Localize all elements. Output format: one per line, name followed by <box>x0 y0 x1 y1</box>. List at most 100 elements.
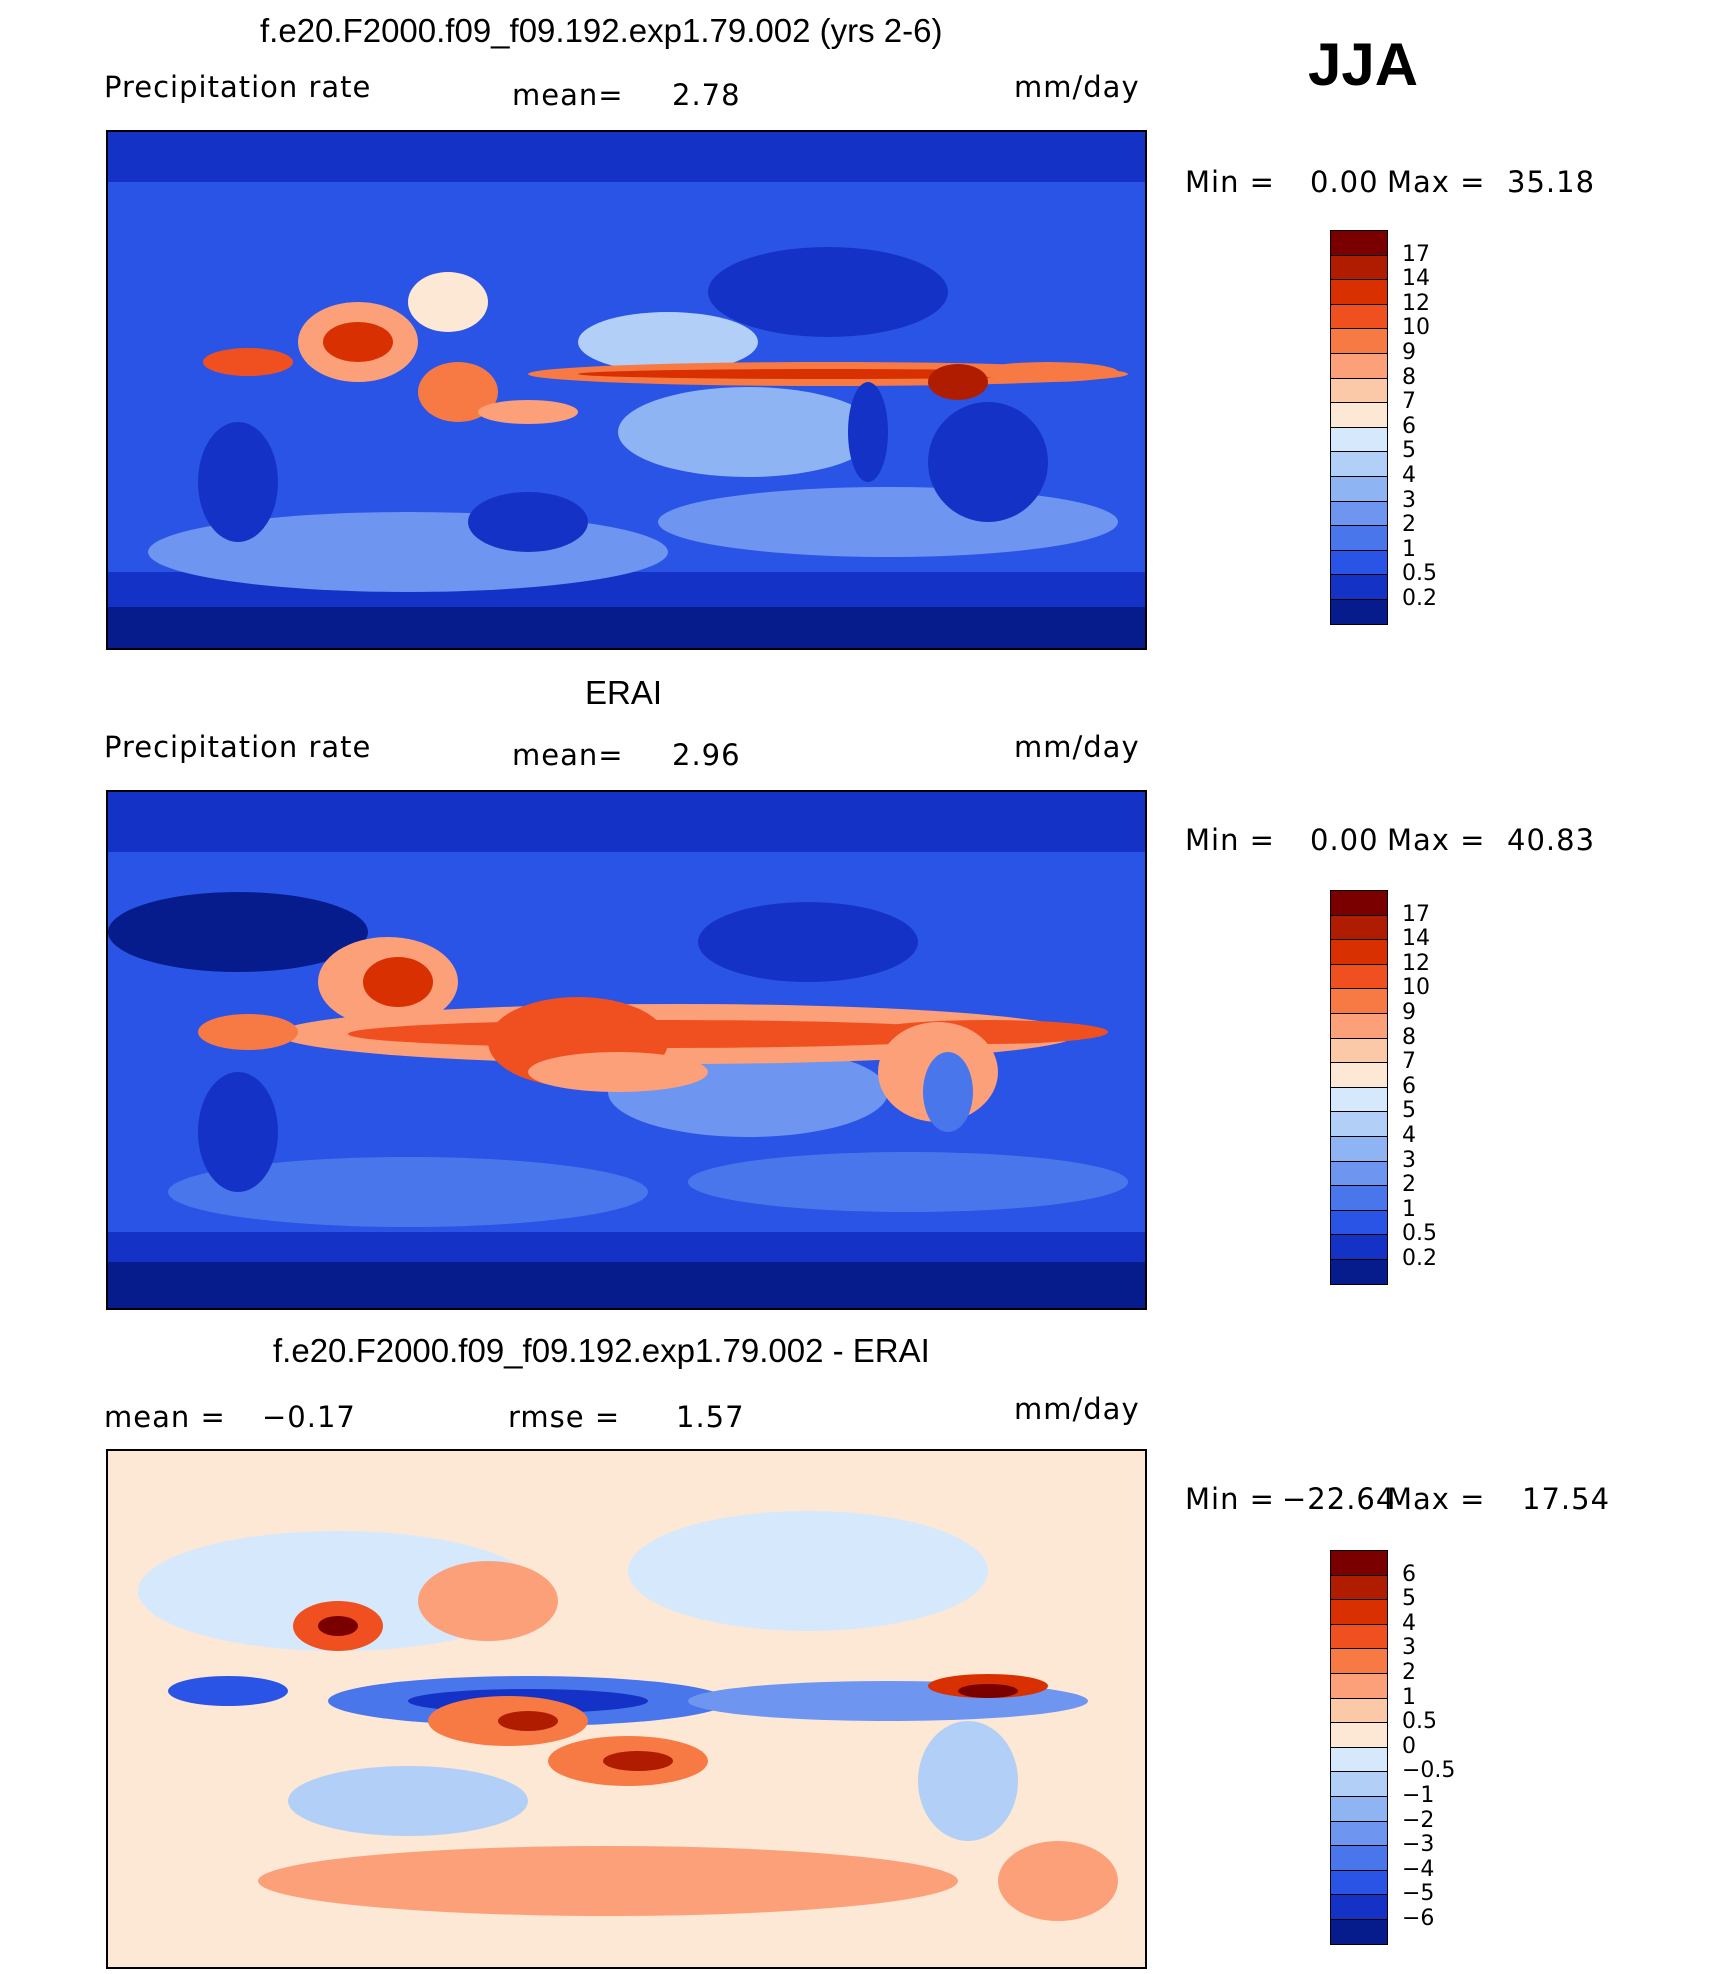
colorbar-cell <box>1330 1623 1388 1650</box>
colorbar-tick-label: 5 <box>1402 1098 1416 1124</box>
panel2-min-value: 0.00 <box>1310 823 1379 857</box>
colorbar-tick-label: 0.5 <box>1402 561 1437 587</box>
colorbar-tick-label: 14 <box>1402 926 1430 952</box>
panel2-title: ERAI <box>585 674 663 711</box>
colorbar-tick-label: −5 <box>1402 1881 1435 1907</box>
colorbar-tick-label: 0.5 <box>1402 1221 1437 1247</box>
panel2-units: mm/day <box>1014 730 1140 764</box>
panel1-map <box>106 130 1147 650</box>
colorbar-cell <box>1330 1795 1388 1822</box>
panel3-rmse-label: rmse = <box>508 1400 621 1434</box>
colorbar-cell <box>1330 1258 1388 1285</box>
colorbar-cell <box>1330 279 1388 305</box>
colorbar-cell <box>1330 1697 1388 1724</box>
colorbar-cell <box>1330 1111 1388 1137</box>
panel3-colorbar: 6 5 4 3 2 1 0.5 0 −0.5 −1 −2 −3 −4 −5 −6 <box>1330 1550 1455 1945</box>
panel1-max-value: 35.18 <box>1507 165 1596 199</box>
colorbar-cell <box>1330 549 1388 576</box>
colorbar-cell <box>1330 1894 1388 1920</box>
panel3-map <box>106 1449 1147 1969</box>
colorbar-cell <box>1330 230 1388 256</box>
colorbar-tick-label: 4 <box>1402 1123 1416 1148</box>
colorbar-tick-label: 6 <box>1402 1073 1416 1099</box>
colorbar-cell <box>1330 475 1388 502</box>
colorbar-cell <box>1330 574 1388 600</box>
colorbar-tick-label: 9 <box>1402 1000 1416 1025</box>
panel3-title: f.e20.F2000.f09_f09.192.exp1.79.002 - ER… <box>273 1332 930 1369</box>
colorbar-tick-label: 8 <box>1402 364 1416 390</box>
colorbar-cell <box>1330 939 1388 965</box>
colorbar-cell <box>1330 377 1388 404</box>
colorbar-cell <box>1330 1869 1388 1896</box>
colorbar-cell <box>1330 1209 1388 1236</box>
panel3-mean-label: mean = <box>104 1400 226 1434</box>
colorbar-cell <box>1330 1599 1388 1625</box>
panel3-units: mm/day <box>1014 1392 1140 1426</box>
panel3-max-label: Max = <box>1387 1482 1486 1516</box>
colorbar-tick-label: 3 <box>1402 1635 1416 1661</box>
colorbar-cell <box>1330 1820 1388 1847</box>
panel2-map <box>106 790 1147 1310</box>
colorbar-cell <box>1330 1648 1388 1674</box>
colorbar-tick-label: 7 <box>1402 1049 1416 1075</box>
colorbar-cell <box>1330 1918 1388 1945</box>
colorbar-tick-label: 14 <box>1402 266 1430 292</box>
panel2-max-value: 40.83 <box>1507 823 1596 857</box>
panel3-mean-value: −0.17 <box>262 1400 356 1434</box>
colorbar-tick-label: 0 <box>1402 1733 1416 1759</box>
colorbar-tick-label: 1 <box>1402 536 1416 562</box>
colorbar-tick-label: 7 <box>1402 389 1416 415</box>
panel3-rmse-value: 1.57 <box>676 1400 745 1434</box>
colorbar-tick-label: 1 <box>1402 1684 1416 1710</box>
colorbar-cell <box>1330 1086 1388 1113</box>
colorbar-cell <box>1330 890 1388 916</box>
colorbar-cell <box>1330 303 1388 330</box>
panel3-min-label: Min = <box>1185 1482 1275 1516</box>
colorbar-tick-label: 6 <box>1402 1561 1416 1587</box>
colorbar-cell <box>1330 328 1388 354</box>
colorbar-tick-label: −1 <box>1402 1783 1435 1808</box>
colorbar-cell <box>1330 1160 1388 1187</box>
colorbar-cell <box>1330 598 1388 625</box>
colorbar-cell <box>1330 1062 1388 1088</box>
colorbar-cell <box>1330 1574 1388 1601</box>
colorbar-cell <box>1330 1550 1388 1576</box>
colorbar-cell <box>1330 1746 1388 1773</box>
colorbar-tick-label: −2 <box>1402 1807 1435 1833</box>
colorbar-tick-label: 10 <box>1402 975 1430 1001</box>
colorbar-tick-label: 6 <box>1402 413 1416 439</box>
colorbar-cell <box>1330 1135 1388 1162</box>
colorbar-tick-label: −3 <box>1402 1832 1435 1858</box>
colorbar-tick-label: 12 <box>1402 950 1430 976</box>
colorbar-tick-label: 9 <box>1402 340 1416 365</box>
panel1-title: f.e20.F2000.f09_f09.192.exp1.79.002 (yrs… <box>260 12 943 49</box>
colorbar-cell <box>1330 1037 1388 1064</box>
panel1-min-label: Min = <box>1185 165 1275 199</box>
colorbar-tick-label: 0.5 <box>1402 1709 1437 1735</box>
colorbar-cell <box>1330 1234 1388 1260</box>
panel1-variable-label: Precipitation rate <box>104 70 372 104</box>
colorbar-tick-label: 8 <box>1402 1024 1416 1050</box>
colorbar-cell <box>1330 1771 1388 1797</box>
colorbar-cell <box>1330 1722 1388 1748</box>
colorbar-cell <box>1330 254 1388 281</box>
colorbar-tick-label: 5 <box>1402 1586 1416 1612</box>
colorbar-cell <box>1330 963 1388 990</box>
panel2-min-label: Min = <box>1185 823 1275 857</box>
colorbar-tick-label: 1 <box>1402 1196 1416 1222</box>
colorbar-cell <box>1330 914 1388 941</box>
panel3-min-value: −22.64 <box>1282 1482 1396 1516</box>
colorbar-tick-label: 3 <box>1402 1147 1416 1173</box>
panel2-variable-label: Precipitation rate <box>104 730 372 764</box>
colorbar-cell <box>1330 500 1388 527</box>
colorbar-tick-label: 12 <box>1402 290 1430 316</box>
season-label: JJA <box>1308 31 1419 98</box>
colorbar-tick-label: −0.5 <box>1402 1758 1456 1784</box>
colorbar-cell <box>1330 451 1388 477</box>
colorbar-tick-label: 17 <box>1402 241 1430 267</box>
colorbar-tick-label: 0.2 <box>1402 586 1437 611</box>
colorbar-tick-label: 10 <box>1402 315 1430 341</box>
colorbar-tick-label: −4 <box>1402 1856 1435 1882</box>
colorbar-tick-label: 2 <box>1402 1660 1416 1685</box>
colorbar-tick-label: 4 <box>1402 463 1416 488</box>
